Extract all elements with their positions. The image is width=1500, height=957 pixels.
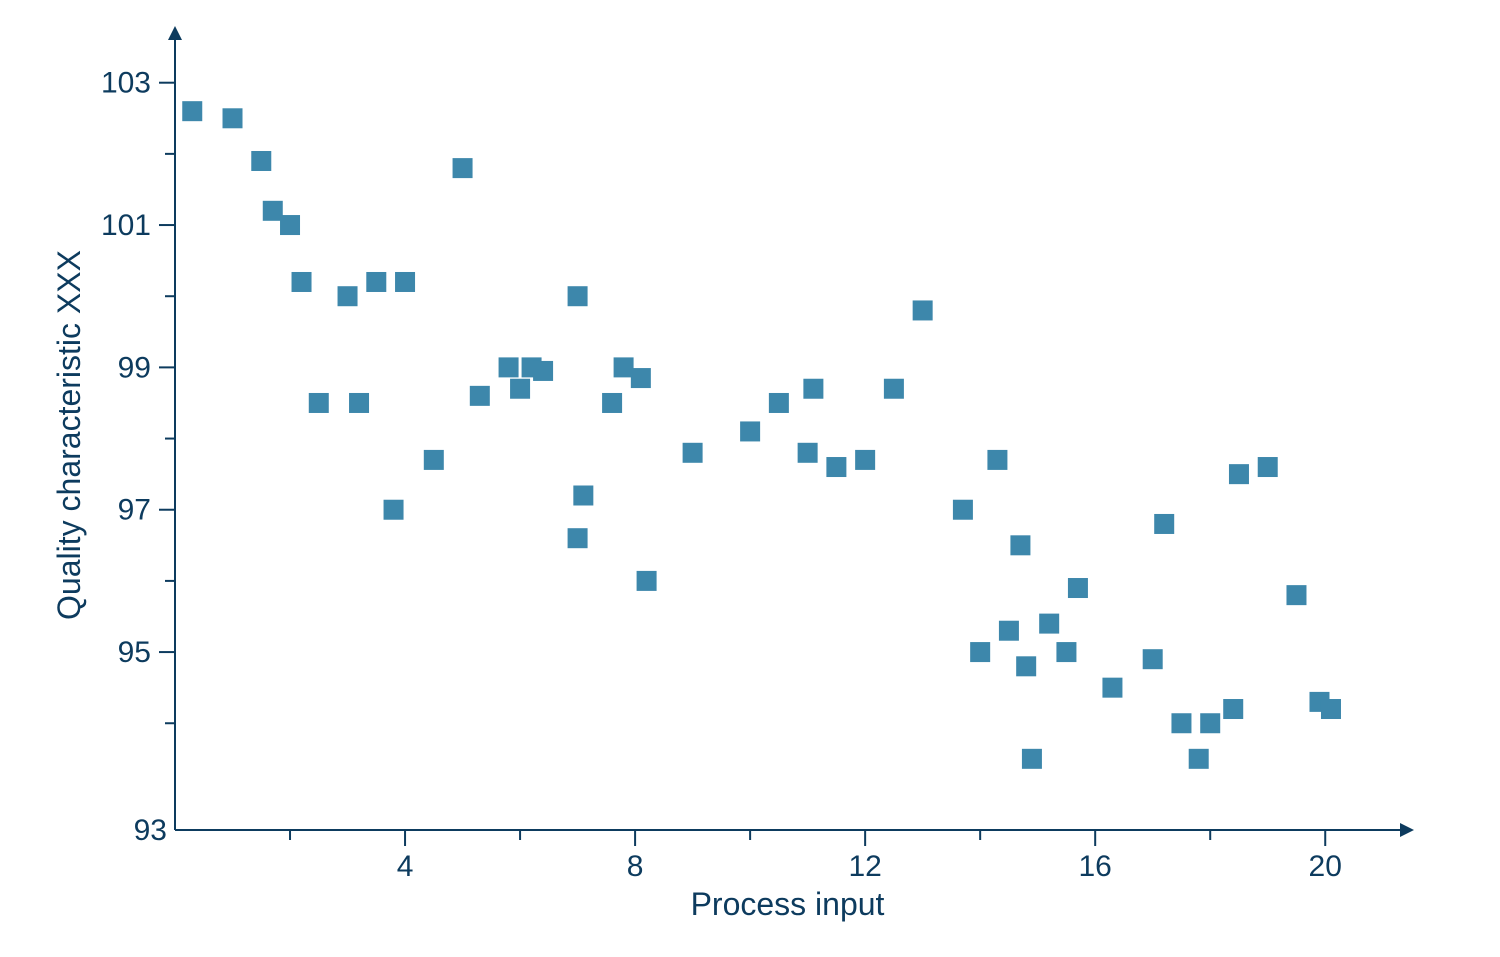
data-point [884, 379, 904, 399]
data-point [855, 450, 875, 470]
y-tick-label: 103 [101, 67, 151, 100]
data-point [1039, 614, 1059, 634]
data-point [1189, 749, 1209, 769]
data-point [1022, 749, 1042, 769]
x-tick-label: 12 [848, 850, 881, 883]
data-point [987, 450, 1007, 470]
data-point [953, 500, 973, 520]
data-point [631, 368, 651, 388]
data-point [251, 151, 271, 171]
y-tick-label: 97 [118, 494, 151, 527]
data-point [683, 443, 703, 463]
data-point [309, 393, 329, 413]
data-point [798, 443, 818, 463]
data-point [1258, 457, 1278, 477]
data-point [263, 201, 283, 221]
data-point [614, 357, 634, 377]
data-point [182, 101, 202, 121]
data-point [533, 361, 553, 381]
x-tick-label: 4 [397, 850, 414, 883]
data-point [223, 108, 243, 128]
data-point [1171, 713, 1191, 733]
data-point [1154, 514, 1174, 534]
data-point [1056, 642, 1076, 662]
data-point [349, 393, 369, 413]
data-point [424, 450, 444, 470]
data-point [1068, 578, 1088, 598]
data-point [1200, 713, 1220, 733]
data-point [769, 393, 789, 413]
data-point [470, 386, 490, 406]
y-tick-label: 101 [101, 209, 151, 242]
data-point [510, 379, 530, 399]
data-point [1229, 464, 1249, 484]
data-point [338, 286, 358, 306]
data-point [395, 272, 415, 292]
y-tick-label: 99 [118, 351, 151, 384]
x-tick-label: 16 [1079, 850, 1112, 883]
data-point [384, 500, 404, 520]
data-point [1010, 535, 1030, 555]
data-point [602, 393, 622, 413]
x-tick-label: 20 [1309, 850, 1342, 883]
y-origin-label: 93 [134, 814, 167, 847]
data-point [1102, 678, 1122, 698]
data-point [1143, 649, 1163, 669]
scatter-chart: 4 8 12 16 20 95 97 99 101 103 93 Process input Quali… [0, 0, 1500, 957]
data-point [803, 379, 823, 399]
data-point [366, 272, 386, 292]
data-point [913, 300, 933, 320]
data-point [970, 642, 990, 662]
data-point [1223, 699, 1243, 719]
data-point [740, 421, 760, 441]
data-point [568, 528, 588, 548]
y-tick-label: 95 [118, 636, 151, 669]
y-axis-label: Quality characteristic XXX [51, 250, 87, 620]
data-point [280, 215, 300, 235]
x-tick-label: 8 [627, 850, 644, 883]
data-point [292, 272, 312, 292]
data-point [637, 571, 657, 591]
data-point [826, 457, 846, 477]
data-point [999, 621, 1019, 641]
data-point [568, 286, 588, 306]
x-axis-label: Process input [691, 886, 885, 922]
data-point [1321, 699, 1341, 719]
data-point [573, 485, 593, 505]
data-point [1016, 656, 1036, 676]
data-point [1286, 585, 1306, 605]
data-point [499, 357, 519, 377]
data-point [453, 158, 473, 178]
